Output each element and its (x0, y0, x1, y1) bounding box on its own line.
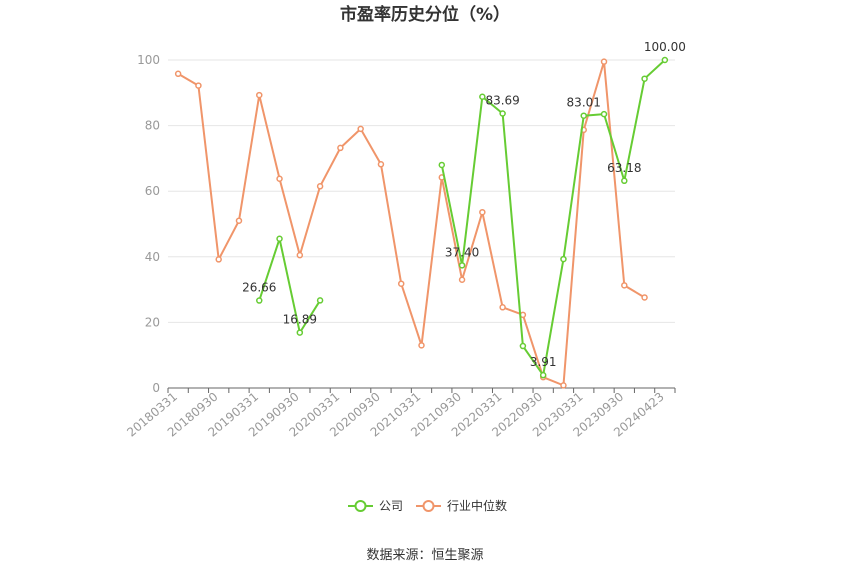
data-point-industry-median[interactable] (560, 382, 567, 389)
legend-item-company[interactable]: 公司 (348, 499, 403, 513)
data-point-industry-median[interactable] (397, 280, 405, 287)
data-point-industry-median[interactable] (337, 144, 344, 152)
data-point-company[interactable] (256, 297, 263, 304)
data-point-industry-median[interactable] (174, 70, 182, 78)
data-point-industry-median[interactable] (458, 276, 466, 284)
data-label-company: 83.01 (567, 96, 601, 110)
data-point-industry-median[interactable] (276, 175, 283, 182)
grid (168, 59, 675, 323)
data-label-company: 83.69 (485, 93, 519, 107)
data-point-industry-median[interactable] (621, 282, 628, 289)
data-point-industry-median[interactable] (235, 217, 243, 224)
data-point-company[interactable] (438, 161, 446, 169)
legend-label-company: 公司 (379, 499, 403, 513)
axes: 0204060801002018033120180930201903312019… (124, 53, 676, 440)
data-point-industry-median[interactable] (296, 251, 304, 259)
data-label-company: 37.40 (445, 245, 479, 259)
data-point-company[interactable] (499, 110, 506, 117)
data-point-industry-median[interactable] (256, 91, 263, 99)
data-point-company[interactable] (296, 329, 304, 336)
data-point-company[interactable] (519, 342, 527, 350)
data-point-company[interactable] (580, 112, 587, 119)
data-point-company[interactable] (661, 56, 669, 64)
data-point-industry-median[interactable] (357, 125, 364, 133)
data-point-industry-median[interactable] (195, 82, 202, 89)
y-tick-label: 80 (145, 119, 160, 133)
data-point-company[interactable] (600, 110, 608, 118)
data-label-company: 63.18 (607, 161, 641, 175)
data-point-company[interactable] (479, 93, 486, 100)
data-labels: 26.66 16.89 37.40 83.69 3.91 83.01 63.18 100.00 (242, 40, 686, 369)
data-source: 数据来源：恒生聚源 (366, 548, 483, 563)
data-point-industry-median[interactable] (479, 208, 486, 216)
data-point-company[interactable] (316, 297, 324, 304)
data-point-company[interactable] (458, 262, 466, 269)
data-point-industry-median[interactable] (377, 161, 385, 168)
data-point-industry-median[interactable] (600, 58, 608, 65)
data-label-company: 100.00 (644, 40, 686, 54)
y-tick-label: 40 (145, 250, 160, 264)
data-point-company[interactable] (641, 75, 648, 82)
series-line-company (258, 59, 666, 377)
data-point-company[interactable] (276, 235, 283, 243)
data-point-company[interactable] (560, 255, 567, 263)
y-tick-label: 20 (145, 315, 160, 329)
data-label-company: 26.66 (242, 281, 276, 295)
legend-label-industry-median: 行业中位数 (447, 498, 507, 513)
y-tick-label: 100 (137, 53, 160, 67)
data-point-industry-median[interactable] (316, 183, 324, 190)
legend: 公司 行业中位数 (348, 498, 507, 513)
y-tick-label: 60 (145, 184, 160, 198)
data-point-company[interactable] (539, 371, 547, 379)
data-point-industry-median[interactable] (215, 256, 222, 263)
data-label-company: 3.91 (530, 355, 557, 369)
series-layer (174, 56, 669, 389)
legend-item-industry-median[interactable]: 行业中位数 (416, 498, 507, 513)
series-line-industry-median (177, 60, 646, 387)
y-tick-label: 0 (152, 381, 160, 395)
chart-title: 市盈率历史分位（%） (340, 4, 510, 25)
data-point-industry-median[interactable] (641, 294, 648, 301)
data-point-industry-median[interactable] (499, 304, 506, 311)
data-label-company: 16.89 (283, 313, 317, 327)
data-point-industry-median[interactable] (418, 342, 425, 349)
data-point-company[interactable] (621, 177, 628, 185)
